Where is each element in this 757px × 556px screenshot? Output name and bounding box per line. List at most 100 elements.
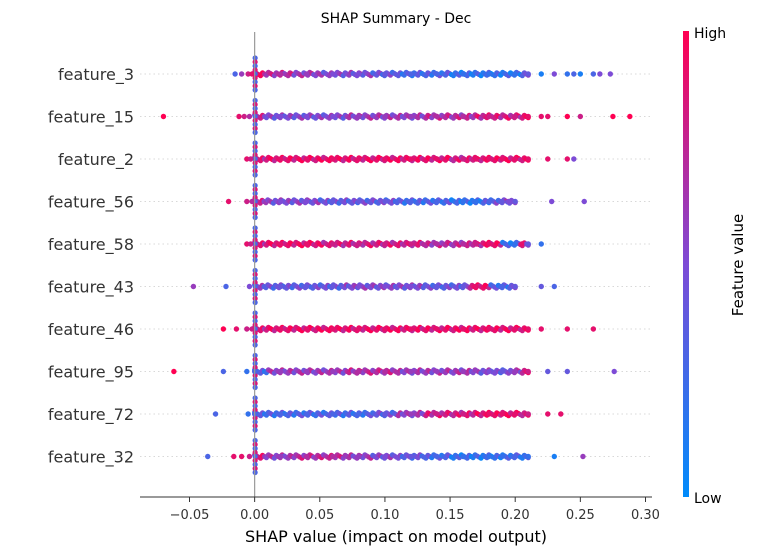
shap-point — [486, 368, 492, 375]
shap-point — [356, 71, 362, 77]
shap-point — [486, 156, 492, 162]
shap-point — [382, 368, 388, 375]
shap-point — [160, 113, 167, 120]
shap-point — [223, 283, 229, 290]
shap-point — [236, 113, 242, 120]
shap-point — [564, 113, 571, 120]
shap-point — [434, 113, 440, 120]
shap-point — [434, 71, 440, 77]
shap-point — [558, 411, 564, 417]
shap-point — [486, 198, 492, 205]
shap-point — [408, 283, 414, 290]
shap-point — [460, 71, 466, 77]
shap-point — [304, 411, 310, 417]
shap-point — [244, 198, 250, 205]
shap-point — [330, 326, 336, 332]
shap-point — [278, 113, 284, 120]
feature-label: feature_46 — [48, 320, 134, 340]
shap-point — [408, 411, 414, 417]
shap-point — [551, 453, 557, 460]
shap-point — [408, 241, 414, 247]
x-tick-label: 0.10 — [370, 508, 399, 523]
shap-point — [231, 453, 237, 460]
x-tick-label: 0.05 — [305, 508, 334, 523]
shap-point — [486, 326, 492, 332]
feature-labels: feature_3 feature_15 feature_2 feature_56fe… — [48, 65, 134, 468]
shap-point — [473, 283, 479, 290]
shap-point — [233, 326, 240, 332]
shap-point — [238, 453, 245, 460]
shap-point — [512, 241, 518, 247]
shap-point — [460, 198, 466, 205]
shap-point — [304, 368, 310, 375]
shap-point — [580, 453, 586, 460]
shap-point — [304, 113, 310, 120]
shap-point — [304, 71, 310, 77]
shap-point — [460, 156, 466, 162]
shap-point — [382, 453, 388, 460]
shap-point — [610, 113, 616, 120]
shap-point — [512, 411, 518, 417]
feature-label: feature_56 — [48, 193, 134, 213]
shap-point — [330, 241, 336, 247]
shap-point — [590, 326, 597, 332]
shap-point — [548, 198, 555, 205]
shap-point — [245, 71, 251, 77]
shap-point — [519, 241, 525, 247]
x-axis-ticks: −0.05 0.00 0.05 0.10 0.15 0.20 0.25 0.30 — [170, 497, 660, 523]
shap-point — [408, 113, 414, 120]
colorbar — [683, 31, 689, 497]
shap-point — [525, 71, 531, 77]
shap-point — [382, 326, 388, 332]
shap-point — [434, 411, 440, 417]
shap-point — [581, 198, 587, 205]
shap-point — [356, 198, 362, 205]
shap-point — [408, 198, 414, 205]
shap-point — [473, 198, 479, 205]
shap-point — [525, 113, 531, 120]
shap-point — [538, 326, 544, 332]
shap-point — [304, 453, 310, 460]
shap-point — [382, 113, 388, 120]
x-tick-label: 0.30 — [631, 508, 660, 523]
shap-point — [220, 368, 227, 375]
shap-point — [460, 241, 466, 247]
shap-point — [304, 156, 310, 162]
colorbar-low-label: Low — [694, 491, 722, 507]
shap-point — [525, 453, 531, 460]
shap-point — [525, 368, 531, 375]
shap-point — [473, 241, 479, 247]
shap-point — [512, 283, 518, 290]
shap-point — [434, 156, 440, 162]
shap-point — [499, 368, 505, 375]
shap-point — [241, 113, 247, 120]
shap-point — [408, 453, 414, 460]
shap-point — [486, 113, 492, 120]
shap-point — [525, 241, 531, 247]
shap-point — [248, 156, 254, 162]
shap-point — [382, 283, 388, 290]
shap-point — [499, 453, 505, 460]
shap-point — [382, 71, 388, 77]
feature-label: feature_32 — [48, 448, 134, 468]
shap-point — [551, 71, 557, 77]
shap-point — [356, 156, 362, 162]
shap-point — [248, 241, 254, 247]
shap-point — [356, 241, 362, 247]
shap-point — [225, 198, 232, 205]
feature-label: feature_43 — [48, 278, 134, 298]
x-tick-label: 0.15 — [436, 508, 465, 523]
shap-point — [330, 156, 336, 162]
shap-point — [382, 411, 388, 417]
shap-point — [382, 198, 388, 205]
shap-point — [590, 71, 597, 77]
shap-point — [551, 283, 557, 290]
feature-label: feature_3 — [58, 65, 134, 85]
shap-point — [408, 326, 414, 332]
shap-point — [564, 156, 571, 162]
shap-point — [356, 113, 362, 120]
shap-point — [434, 283, 440, 290]
shap-point — [356, 283, 362, 290]
shap-point — [545, 411, 551, 417]
colorbar-title: Feature value — [729, 214, 747, 316]
